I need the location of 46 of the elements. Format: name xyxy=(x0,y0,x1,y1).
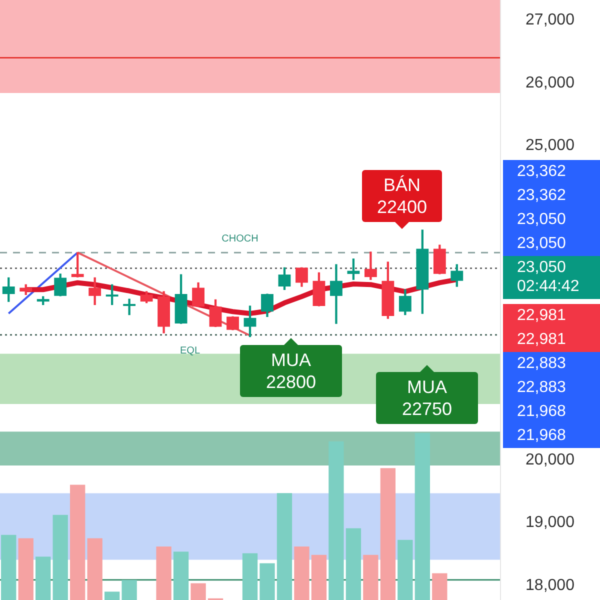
text: 21,968 xyxy=(503,400,600,424)
annotation: MUA 22800 xyxy=(240,345,342,397)
bar xyxy=(363,554,378,600)
text: 23,362 xyxy=(503,184,600,208)
text: 23,050 xyxy=(503,232,600,256)
bar xyxy=(156,546,172,600)
ref-line-label: CHOCH xyxy=(222,233,258,244)
candlestick xyxy=(123,298,136,316)
bar xyxy=(346,528,362,600)
bar xyxy=(52,514,68,600)
bar xyxy=(87,538,102,600)
bar xyxy=(294,546,310,600)
y-tick-label: 25,000 xyxy=(526,137,575,154)
bar xyxy=(104,592,120,600)
bar xyxy=(380,468,396,600)
text: 23,362 xyxy=(503,160,600,184)
y-tick-label: 20,000 xyxy=(526,451,575,468)
text: 22,981 xyxy=(503,328,600,352)
text: 23,050 xyxy=(503,208,600,232)
text: 23,050 02:44:42 xyxy=(503,256,600,299)
bar xyxy=(70,484,86,600)
annotation: MUA 22750 xyxy=(376,372,478,424)
bar xyxy=(432,573,448,600)
bar xyxy=(242,553,258,600)
bar xyxy=(1,534,16,600)
bar xyxy=(260,563,275,600)
text: 22,883 xyxy=(503,376,600,400)
bar xyxy=(311,554,327,600)
bar xyxy=(36,556,51,600)
y-tick-label: 18,000 xyxy=(526,576,575,594)
text: 21,968 xyxy=(503,424,600,448)
bar xyxy=(122,580,137,600)
text: 22,981 xyxy=(503,304,600,328)
bar xyxy=(328,441,344,600)
bar xyxy=(173,552,189,600)
ref-line-label: EQL xyxy=(180,346,200,357)
annotation: BÁN 22400 xyxy=(362,170,442,222)
text: 22,883 xyxy=(503,352,600,376)
bar xyxy=(398,540,413,600)
bar xyxy=(276,493,292,600)
y-tick-label: 26,000 xyxy=(526,74,575,92)
bar xyxy=(414,433,430,600)
y-tick-label: 27,000 xyxy=(526,12,575,29)
y-tick-label: 19,000 xyxy=(526,514,575,532)
bar xyxy=(190,583,206,600)
bar xyxy=(18,538,34,600)
